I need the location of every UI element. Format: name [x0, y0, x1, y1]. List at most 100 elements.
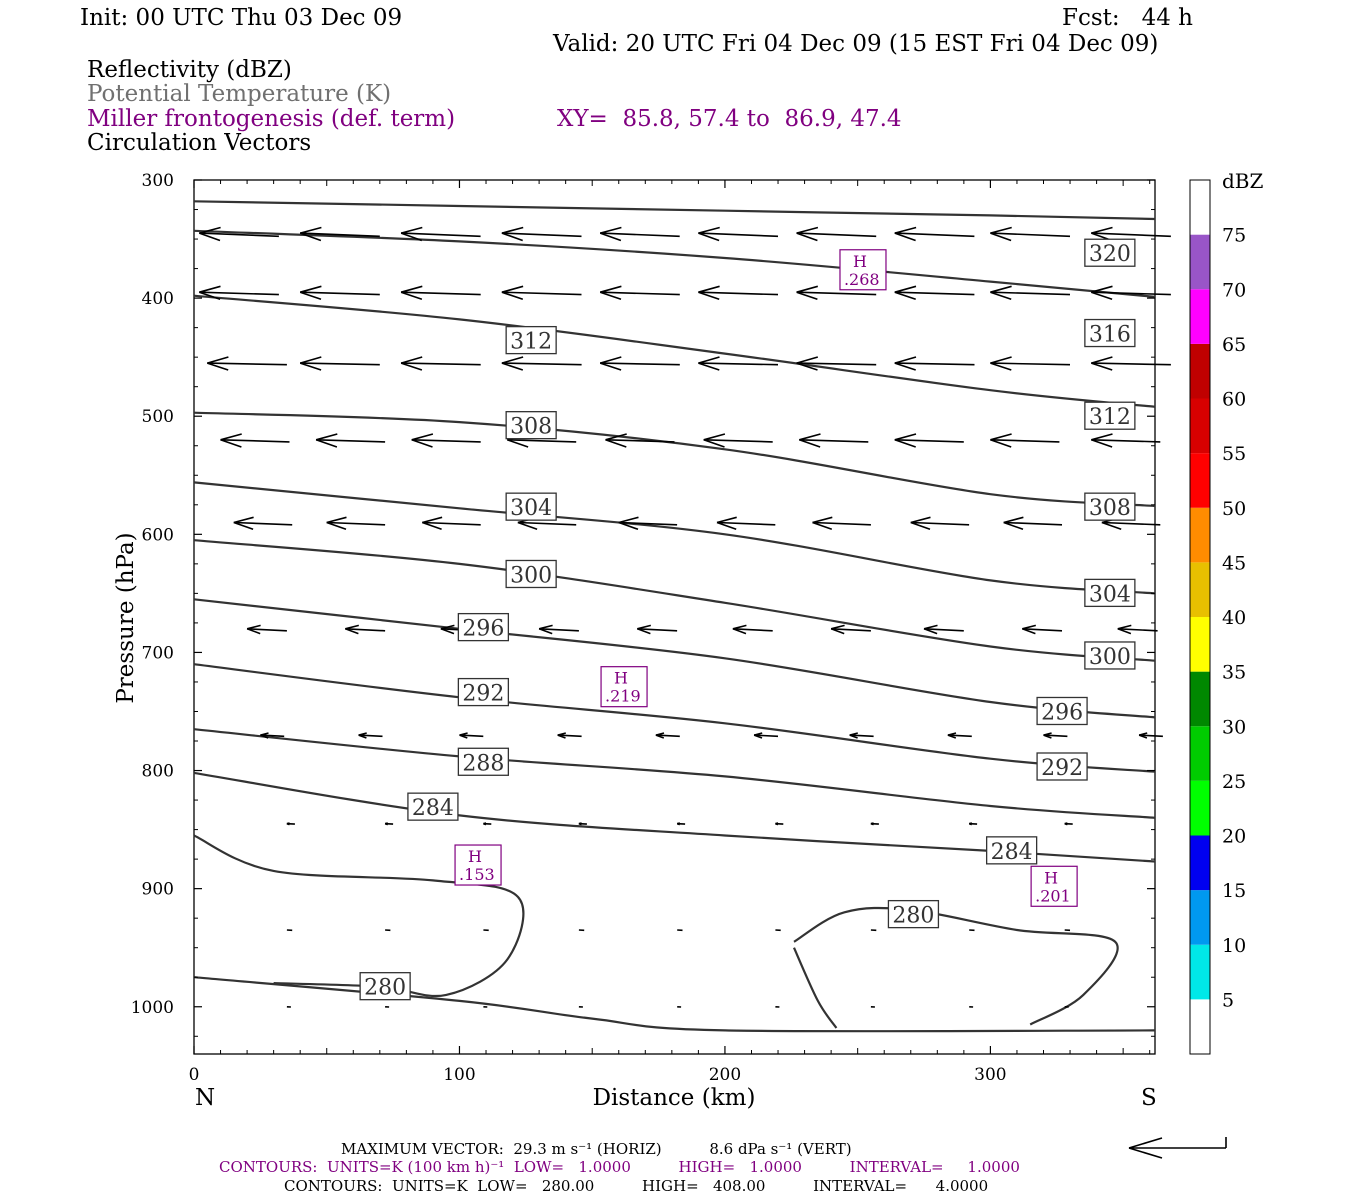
circulation-vector: [990, 226, 1071, 242]
maximum-label: H: [468, 847, 482, 866]
vector-shaft: [698, 362, 779, 366]
vector-shaft: [990, 291, 1071, 296]
vector-head: [507, 439, 529, 448]
y-tick-label: 800: [142, 762, 174, 782]
isentrope-label-box: [1084, 238, 1136, 267]
frontogenesis-maximum: H.201: [1030, 865, 1078, 907]
vector-head: [400, 232, 423, 242]
vector-shaft: [422, 521, 481, 526]
vector-head: [1022, 628, 1036, 635]
vector-shaft: [1117, 628, 1158, 632]
frontogenesis-maximum: H.268: [839, 249, 887, 291]
vector-head: [830, 628, 845, 635]
circulation-vector: [796, 356, 877, 371]
isentrope-label: 284: [985, 836, 1038, 865]
colorbar-label: 75: [1222, 225, 1246, 247]
vector-head: [440, 628, 455, 635]
y-tick-label: 700: [142, 643, 174, 663]
isentrope-label: 292: [1036, 752, 1088, 781]
vector-head: [990, 226, 1012, 234]
vector-head: [315, 439, 338, 448]
circulation-vector: [557, 732, 582, 739]
vector-shaft: [796, 362, 877, 366]
vector-shaft: [300, 291, 380, 296]
isentrope-label: 300: [505, 559, 557, 588]
vector-shaft: [260, 734, 285, 738]
vector-head: [299, 226, 322, 234]
circulation-vector: [345, 624, 386, 635]
circulation-vector: [1022, 624, 1063, 635]
vector-shaft: [358, 734, 383, 738]
vector-head: [894, 291, 916, 301]
vector-shaft: [401, 232, 481, 238]
vector-shaft: [923, 628, 964, 632]
vector-head: [345, 628, 359, 635]
contours-frontogenesis-info: CONTOURS: UNITS=K (100 km h)⁻¹ LOW= 1.00…: [219, 1158, 1020, 1176]
vector-shaft: [910, 521, 970, 526]
vector-shaft: [796, 232, 877, 238]
isentrope-label-box: [887, 899, 940, 929]
vector-head: [199, 232, 221, 242]
vector-shaft: [1091, 232, 1171, 238]
vector-head: [812, 521, 833, 531]
circulation-vector: [384, 822, 394, 826]
circulation-vector: [599, 226, 680, 242]
vector-head: [400, 226, 423, 234]
vector-shaft: [316, 439, 386, 443]
vector-head: [501, 362, 524, 371]
vector-head: [676, 822, 681, 825]
isentrope-label: 308: [1084, 492, 1136, 521]
isentrope-label: 312: [505, 325, 557, 355]
vector-head: [775, 822, 779, 825]
vector-head: [299, 356, 322, 364]
vector-head: [605, 433, 627, 441]
vector-head: [849, 732, 859, 736]
vector-shaft: [849, 734, 874, 738]
vector-head: [1003, 521, 1024, 531]
isentrope-label: 288: [457, 747, 510, 776]
colorbar-swatch: [1190, 562, 1210, 617]
vector-shaft: [247, 628, 287, 632]
vector-shaft: [199, 232, 279, 238]
vector-head: [260, 732, 269, 736]
vector-head: [1091, 291, 1113, 301]
isentrope-label-text: 292: [1041, 756, 1083, 781]
isentrope-label: 320: [1084, 238, 1136, 267]
colorbar-swatch: [1190, 289, 1210, 344]
vector-shaft: [1003, 521, 1063, 526]
vector-shaft: [947, 734, 972, 738]
isentrope-label-box: [505, 492, 557, 521]
isentrope-layer: [193, 200, 1156, 1033]
vector-head: [1022, 624, 1036, 630]
vector-head: [1003, 516, 1024, 524]
axes-layer: 300 400 500 600 700 800 900 1000 0 100 200 300: [131, 171, 1155, 1085]
isentrope-label-box: [505, 411, 557, 440]
vector-head: [422, 521, 442, 531]
circulation-vector: [698, 356, 779, 371]
vector-head: [990, 356, 1012, 364]
colorbar-label: 40: [1222, 607, 1246, 629]
vector-head: [894, 232, 916, 242]
vector-head: [1091, 356, 1113, 364]
isentrope-312: [193, 294, 1156, 408]
vector-shaft: [557, 734, 582, 738]
circulation-vector: [246, 624, 287, 635]
circulation-vector: [599, 285, 680, 301]
vector-head: [618, 516, 639, 524]
circulation-vector: [894, 356, 975, 371]
colorbar-swatch: [1190, 343, 1210, 399]
vector-shaft: [894, 232, 975, 238]
vector-head: [1064, 822, 1068, 825]
circulation-vector: [990, 285, 1071, 301]
colorbar-swatch: [1190, 507, 1210, 563]
isentrope-label-text: 320: [1089, 242, 1131, 267]
colorbar-label: 60: [1222, 389, 1246, 411]
colorbar-label: 25: [1222, 771, 1246, 793]
isentrope-label-text: 312: [1089, 405, 1131, 430]
circulation-vector: [199, 226, 279, 242]
vector-head: [990, 291, 1012, 301]
circulation-vector: [894, 285, 975, 301]
vector-head: [990, 439, 1012, 448]
xy-endpoints: XY= 85.8, 57.4 to 86.9, 47.4: [557, 106, 902, 132]
